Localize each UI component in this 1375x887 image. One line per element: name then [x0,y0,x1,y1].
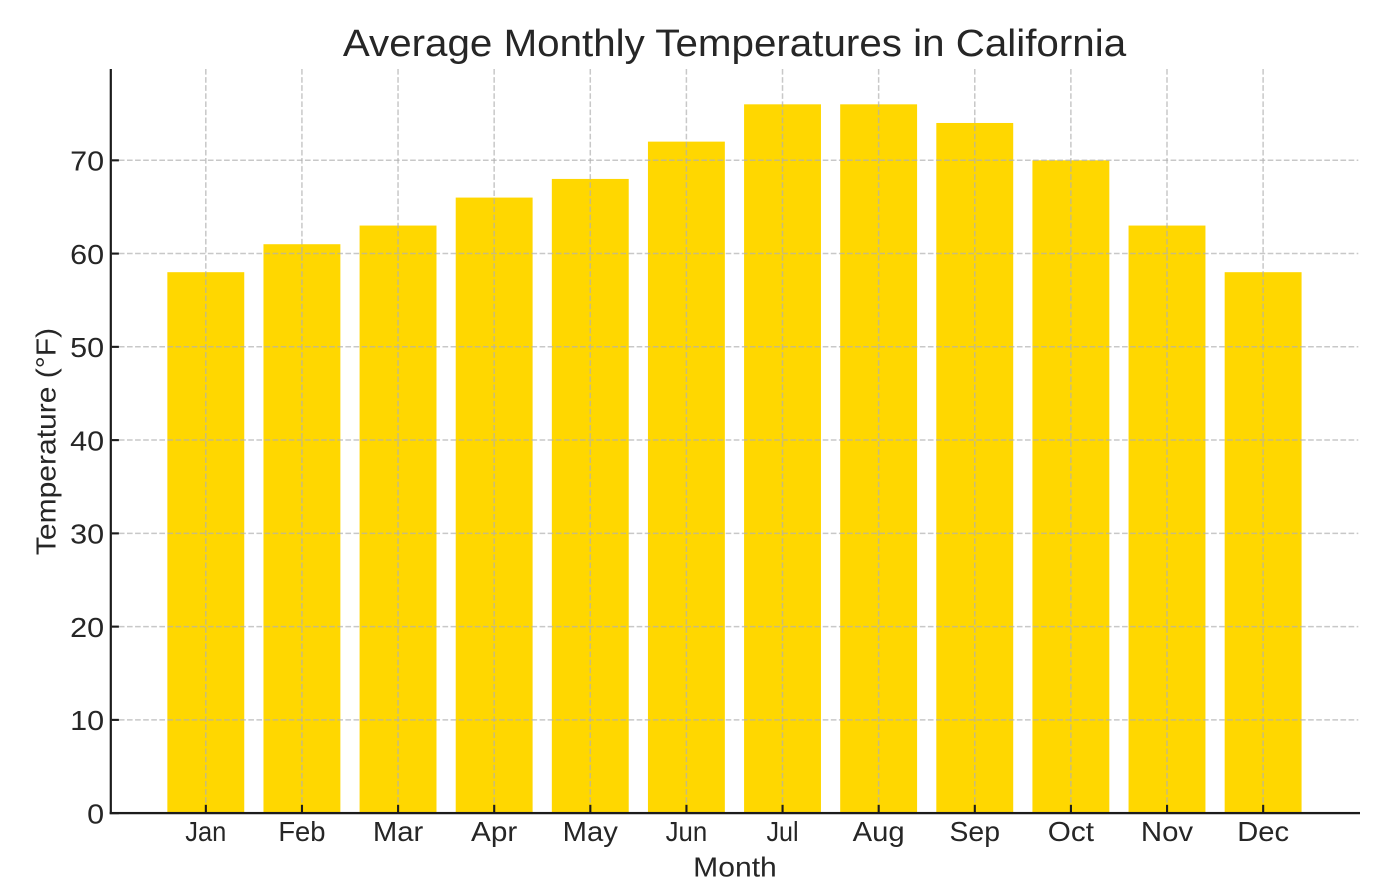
svg-text:May: May [563,816,618,847]
svg-text:Aug: Aug [853,816,905,847]
svg-text:50: 50 [70,332,104,363]
svg-text:Oct: Oct [1048,816,1094,847]
svg-text:Apr: Apr [471,816,517,847]
svg-text:Sep: Sep [950,816,1000,847]
svg-text:Jul: Jul [766,816,798,847]
svg-text:70: 70 [70,146,104,177]
svg-text:60: 60 [70,239,104,270]
svg-text:Dec: Dec [1237,816,1289,847]
svg-text:Mar: Mar [373,816,423,847]
svg-text:Month: Month [693,852,777,883]
svg-text:Nov: Nov [1141,816,1193,847]
svg-text:Jan: Jan [185,816,226,847]
svg-text:20: 20 [70,612,104,643]
svg-text:40: 40 [70,425,104,456]
svg-text:Average Monthly Temperatures i: Average Monthly Temperatures in Californ… [343,23,1127,65]
svg-text:Temperature (°F): Temperature (°F) [30,328,61,555]
svg-text:10: 10 [70,705,104,736]
svg-text:Jun: Jun [666,816,708,847]
svg-text:Feb: Feb [278,816,325,847]
svg-text:30: 30 [70,519,104,550]
svg-text:0: 0 [87,798,104,829]
